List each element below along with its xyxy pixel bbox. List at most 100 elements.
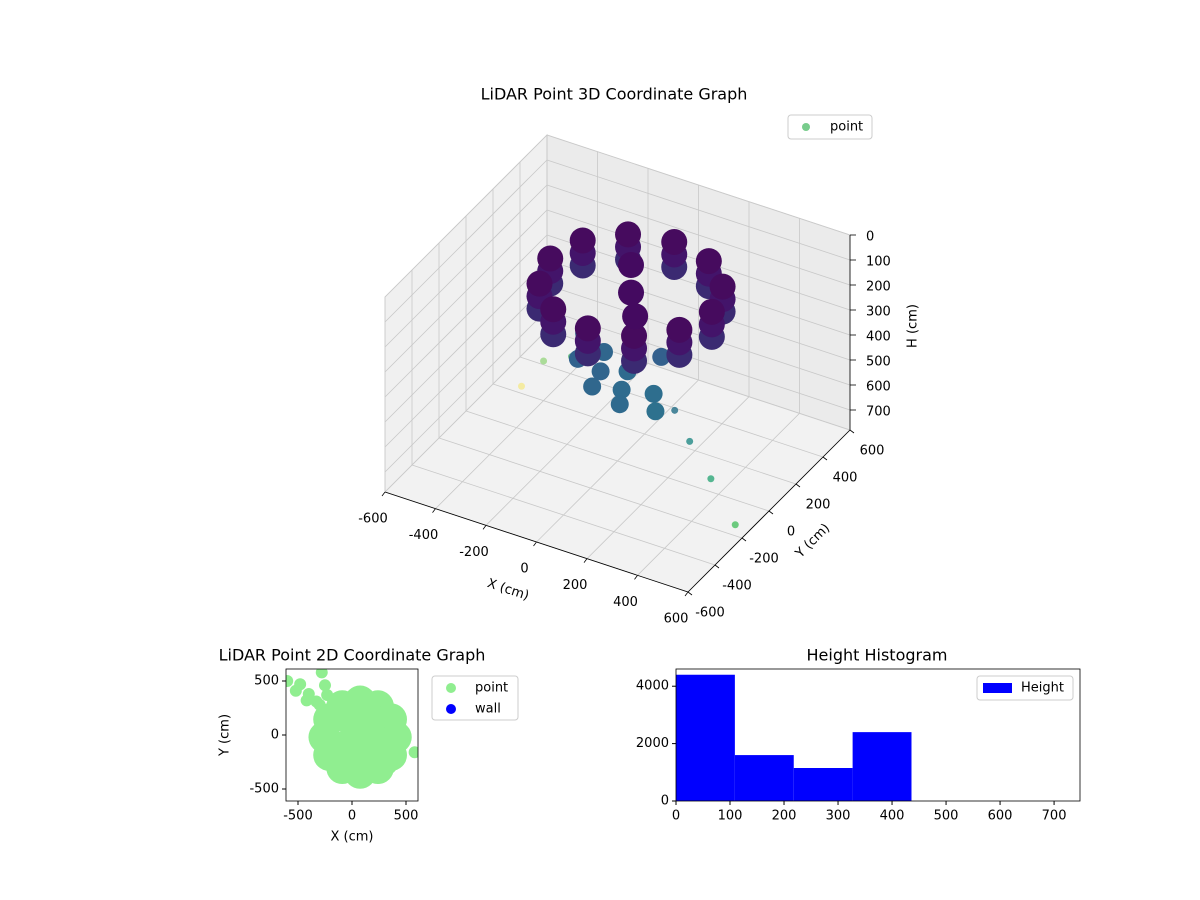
- point: [666, 316, 693, 343]
- y-tick-label: 0: [271, 728, 279, 743]
- grid-line: [519, 356, 824, 458]
- point: [646, 402, 665, 421]
- x-tick-label: 700: [1042, 809, 1067, 824]
- tick-mark: [822, 456, 828, 461]
- axis-line: [384, 491, 689, 593]
- grid-line: [546, 284, 851, 386]
- y-tick-label: 600: [860, 444, 885, 459]
- point: [615, 221, 642, 248]
- point: [621, 322, 648, 349]
- grid-line: [492, 383, 797, 485]
- x-tick-label: -200: [459, 545, 489, 560]
- tick-mark: [432, 508, 436, 513]
- grid-line: [546, 259, 851, 361]
- tick-mark: [714, 564, 720, 569]
- legend-label: point: [475, 681, 508, 696]
- x-tick-label: 0: [520, 562, 528, 577]
- z-tick-label: 200: [866, 280, 891, 295]
- bar: [852, 732, 912, 801]
- point: [286, 674, 294, 687]
- point: [300, 694, 313, 707]
- x-tick-label: 600: [988, 809, 1013, 824]
- point: [569, 227, 596, 254]
- point: [644, 384, 663, 403]
- point: [318, 679, 331, 692]
- tick-mark: [533, 541, 537, 547]
- y-tick-label: -500: [249, 782, 279, 797]
- tick-mark: [795, 483, 801, 488]
- grid-line: [384, 234, 548, 398]
- grid-line: [384, 309, 548, 473]
- z-tick-label: 0: [866, 230, 874, 245]
- grid-line: [546, 184, 851, 286]
- grid-line: [411, 464, 716, 566]
- grid-line: [546, 134, 851, 236]
- legend-patch: [983, 683, 1012, 693]
- x-tick-label: 200: [563, 578, 588, 593]
- x-tick-label: -600: [358, 512, 388, 527]
- legend-marker: [446, 704, 456, 714]
- tick-mark: [583, 558, 588, 563]
- bar: [793, 768, 853, 801]
- grid-line: [384, 134, 548, 298]
- grid-line: [384, 209, 548, 373]
- legend-label: wall: [475, 702, 501, 717]
- tick-mark: [482, 525, 487, 530]
- grid-line: [384, 159, 548, 323]
- legend-label: point: [830, 120, 863, 135]
- point: [698, 298, 725, 325]
- point: [622, 303, 649, 330]
- x-tick-label: 500: [934, 809, 959, 824]
- x-tick-label: 100: [718, 809, 743, 824]
- point: [671, 406, 679, 414]
- point: [526, 270, 553, 297]
- grid-line: [465, 410, 770, 512]
- tick-mark: [684, 591, 689, 597]
- x-tick-label: -400: [409, 528, 439, 543]
- point: [343, 721, 372, 749]
- grid-line: [438, 437, 743, 539]
- bar: [734, 755, 794, 801]
- point: [583, 377, 602, 396]
- plot-area: [286, 669, 418, 789]
- x-axis-label: X (cm): [331, 830, 374, 845]
- grid-line: [546, 159, 851, 261]
- x-tick-label: 500: [394, 809, 419, 824]
- point: [289, 684, 302, 697]
- point: [574, 315, 601, 342]
- tick-mark: [634, 575, 638, 580]
- point: [540, 357, 548, 365]
- x-tick-label: -500: [283, 809, 313, 824]
- x-tick-label: 300: [826, 809, 851, 824]
- point: [652, 347, 671, 366]
- y-tick-label: -400: [722, 579, 752, 594]
- x-tick-label: 0: [672, 809, 680, 824]
- point: [618, 279, 645, 306]
- point: [310, 695, 323, 708]
- point: [618, 252, 644, 278]
- axes-frame: [675, 668, 1081, 802]
- x-tick-label: 400: [880, 809, 905, 824]
- tick-mark: [741, 537, 747, 542]
- point: [612, 380, 631, 399]
- title-3d: LiDAR Point 3D Coordinate Graph: [481, 85, 748, 104]
- z-tick-label: 500: [866, 355, 891, 370]
- x-tick-label: 0: [348, 809, 356, 824]
- y-tick-label: 200: [806, 498, 831, 513]
- tick-mark: [849, 429, 855, 434]
- tick-mark: [687, 591, 693, 596]
- z-tick-label: 600: [866, 380, 891, 395]
- grid-line: [384, 184, 548, 348]
- point: [408, 746, 418, 759]
- grid-line: [384, 284, 548, 448]
- point: [540, 296, 567, 323]
- legend-marker: [446, 683, 456, 693]
- point: [610, 395, 629, 414]
- x-tick-label: 600: [664, 612, 689, 627]
- point: [518, 382, 525, 390]
- point: [686, 437, 694, 445]
- legend-box: [787, 114, 873, 140]
- point: [537, 245, 564, 272]
- title-2d: LiDAR Point 2D Coordinate Graph: [219, 646, 486, 665]
